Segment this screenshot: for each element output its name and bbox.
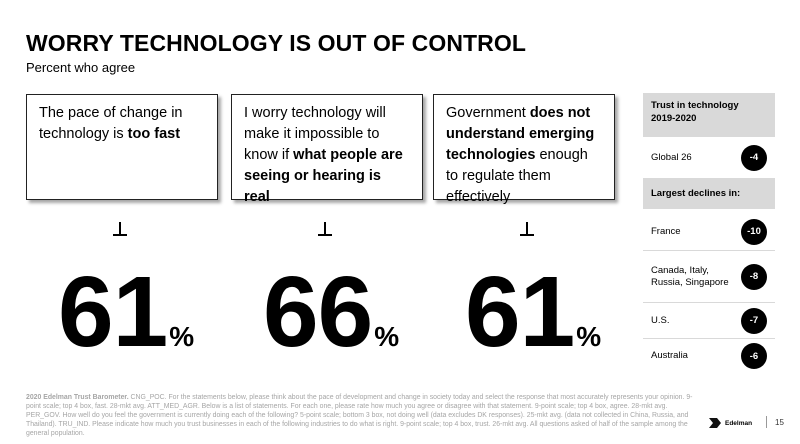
decline-row: U.S. -7 [643, 303, 775, 339]
statement-text: Government [446, 105, 530, 121]
brand-name: Edelman [725, 419, 753, 427]
trust-panel-header: Trust in technology 2019-2020 [643, 93, 775, 137]
divider [766, 416, 767, 428]
brand-logo: Edelman [708, 416, 752, 430]
change-badge: -4 [741, 144, 767, 171]
stat-value: 61 [465, 256, 575, 368]
connector-icon [520, 222, 534, 236]
stat-government: 61% [465, 262, 601, 362]
stat-value: 66 [263, 256, 373, 368]
edelman-logo-icon [709, 418, 721, 428]
stat-unit: % [576, 321, 602, 352]
statement-emphasis: what people are seeing or hearing is rea… [244, 147, 403, 205]
change-badge: -8 [741, 263, 767, 290]
decline-row: Australia -6 [643, 339, 775, 373]
statement-emphasis: does not understand emerging technologie… [446, 105, 595, 163]
decline-row: Canada, Italy, Russia, Singapore -8 [643, 251, 775, 303]
trust-panel-years: 2019-2020 [651, 113, 697, 124]
row-label: Global 26 [651, 151, 692, 163]
global-row: Global 26 -4 [643, 137, 775, 179]
stat-unit: % [169, 321, 195, 352]
connector-icon [113, 222, 127, 236]
statement-emphasis: too fast [127, 126, 181, 142]
statement-card-pace: The pace of change in technology is too … [26, 94, 218, 200]
statement-card-real: I worry technology will make it impossib… [231, 94, 423, 205]
statement-text: I worry technology will make it impossib… [244, 105, 386, 163]
stat-pace: 61% [58, 262, 194, 362]
row-label: Canada, Italy, Russia, Singapore [651, 264, 729, 288]
stat-unit: % [374, 321, 400, 352]
statement-text-end: enough to regulate them effectively [446, 147, 588, 205]
connector-icon [318, 222, 332, 236]
page-subtitle: Percent who agree [26, 60, 136, 75]
stat-real: 66% [263, 262, 399, 362]
row-label: U.S. [651, 314, 670, 326]
trust-panel-title: Trust in technology [651, 100, 739, 111]
row-label: France [651, 225, 681, 237]
stat-value: 61 [58, 256, 168, 368]
page-title: WORRY TECHNOLOGY IS OUT OF CONTROL [26, 30, 527, 56]
change-badge: -7 [741, 307, 767, 334]
statement-card-government: Government does not understand emerging … [433, 94, 615, 205]
declines-heading: Largest declines in: [643, 179, 775, 209]
statement-text: The pace of change in technology is [39, 105, 183, 142]
change-badge: -6 [741, 343, 767, 369]
change-badge: -10 [741, 218, 767, 245]
trust-panel: Trust in technology 2019-2020 Global 26 … [643, 93, 775, 373]
page-number: 15 [775, 418, 784, 427]
source-footnote: 2020 Edelman Trust Barometer. CNG_POC. F… [26, 393, 694, 438]
decline-row: France -10 [643, 213, 775, 251]
row-label: Australia [651, 350, 688, 361]
footnote-text: CNG_POC. For the statements below, pleas… [26, 394, 693, 437]
footnote-source: 2020 Edelman Trust Barometer. [26, 394, 129, 401]
